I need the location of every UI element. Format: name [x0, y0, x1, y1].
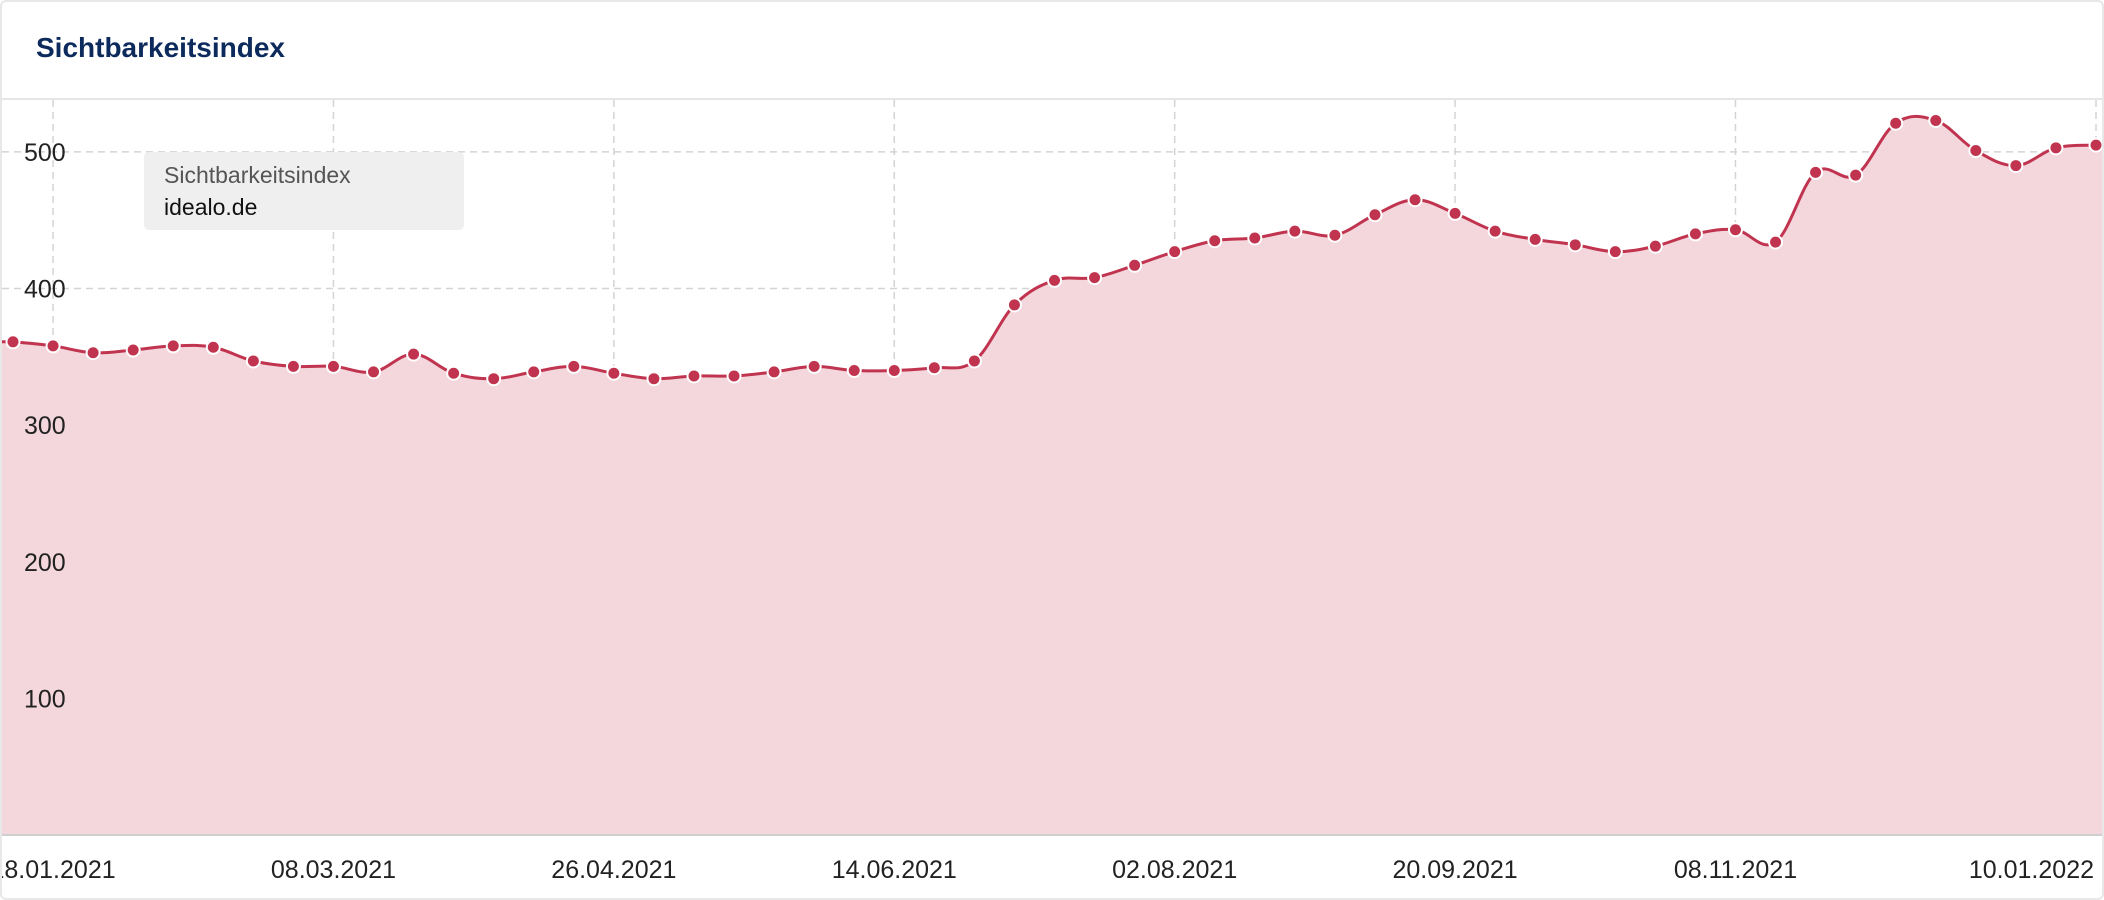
data-point [1367, 207, 1383, 223]
data-point [606, 365, 622, 381]
data-point [1407, 192, 1423, 208]
data-point [446, 365, 462, 381]
data-point [1768, 234, 1784, 250]
data-point [2088, 137, 2102, 153]
data-point [45, 338, 61, 354]
data-point [486, 371, 502, 387]
data-point [846, 363, 862, 379]
data-point [205, 339, 221, 355]
data-point [2048, 140, 2064, 156]
data-point [566, 358, 582, 374]
data-point [245, 353, 261, 369]
data-point [1727, 222, 1743, 238]
data-point [1687, 226, 1703, 242]
x-tick-label: 20.09.2021 [1393, 856, 1518, 884]
data-point [125, 342, 141, 358]
data-point [1047, 272, 1062, 288]
data-point [85, 345, 101, 361]
data-point [526, 364, 542, 380]
legend-title: Sichtbarkeitsindex [164, 162, 351, 188]
x-tick-label: 08.03.2021 [271, 856, 396, 884]
data-point [1527, 231, 1543, 247]
y-tick-label: 200 [24, 549, 66, 577]
legend: Sichtbarkeitsindex idealo.de [144, 152, 464, 230]
x-tick-label: 08.11.2021 [1674, 856, 1797, 884]
data-point [325, 358, 341, 374]
data-point [1327, 227, 1343, 243]
data-point [165, 338, 181, 354]
y-tick-label: 100 [24, 685, 66, 713]
data-point [406, 346, 422, 362]
data-point [1647, 238, 1663, 254]
data-point [1447, 205, 1463, 221]
data-point [766, 364, 782, 380]
data-point [1607, 244, 1623, 260]
data-point [1567, 237, 1583, 253]
data-point [1808, 164, 1824, 180]
data-point [886, 363, 902, 379]
data-point [285, 358, 301, 374]
data-point [366, 364, 382, 380]
data-point [926, 360, 942, 376]
data-point [1287, 223, 1303, 239]
legend-item: idealo.de [164, 194, 257, 220]
data-point [726, 368, 742, 384]
x-tick-label: 18.01.2021 [2, 856, 116, 884]
data-point [1968, 143, 1984, 159]
y-tick-label: 400 [24, 276, 66, 304]
data-point [5, 334, 21, 350]
x-tick-label: 02.08.2021 [1112, 856, 1237, 884]
data-point [1127, 257, 1143, 273]
data-point [1928, 112, 1944, 128]
y-tick-label: 500 [24, 139, 66, 167]
data-point [1207, 233, 1223, 249]
chart-title: Sichtbarkeitsindex [36, 32, 285, 63]
x-tick-label: 14.06.2021 [832, 856, 957, 884]
header-divider [2, 98, 2102, 100]
legend-box [144, 152, 464, 230]
data-point [1167, 244, 1183, 260]
data-point [1848, 167, 1864, 183]
area-fill [2, 116, 2102, 835]
data-point [2008, 158, 2024, 174]
data-point [1888, 115, 1904, 131]
data-point [806, 358, 822, 374]
y-tick-label: 300 [24, 412, 66, 440]
data-point [646, 371, 662, 387]
x-tick-label: 10.01.2022 [1969, 856, 2094, 884]
data-point [686, 368, 702, 384]
data-point [966, 353, 982, 369]
data-point [1006, 297, 1022, 313]
data-point [1247, 230, 1263, 246]
x-tick-label: 26.04.2021 [551, 856, 676, 884]
data-point [1087, 270, 1103, 286]
data-point [1487, 223, 1503, 239]
